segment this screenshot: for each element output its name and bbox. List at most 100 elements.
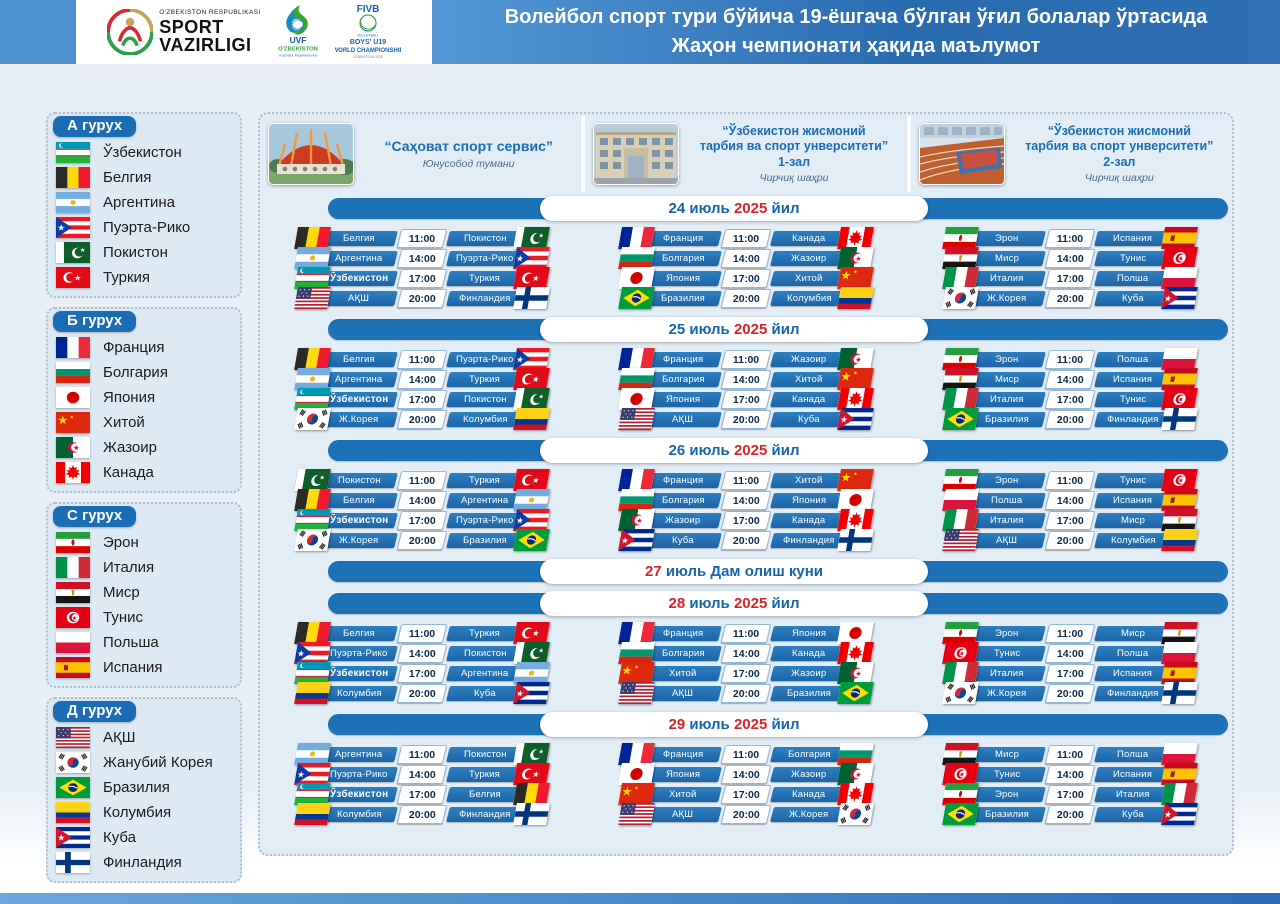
home-team-name: Ж.Корея <box>987 687 1027 699</box>
away-team-flag <box>837 287 874 309</box>
away-team-name: Канада <box>792 393 826 405</box>
team-name: Ўзбекистон <box>103 144 182 161</box>
home-team-flag <box>294 662 331 684</box>
home-team-name: Жазоир <box>665 514 701 526</box>
home-team-flag <box>942 622 979 644</box>
away-team-flag: ★ ★ <box>837 267 874 289</box>
home-team-name: Белгия <box>343 232 375 244</box>
match-time-text: 20:00 <box>1056 413 1084 425</box>
home-team-bar: Эрон <box>968 625 1046 641</box>
away-team-name: Канада <box>792 232 826 244</box>
away-team-flag <box>837 682 874 704</box>
venue-title: “Ўзбекистон жисмоний <box>1047 123 1191 138</box>
home-team-name: Бразилия <box>985 808 1029 820</box>
match-time: 20:00 <box>396 683 448 703</box>
match-row: Эрон 11:00 Испания <box>942 227 1198 249</box>
group-team-row: Финландия <box>56 850 232 875</box>
team-name: Канада <box>103 464 154 481</box>
match-row: Ўзбекистон 17:00 Аргентина <box>294 662 550 684</box>
match-time-text: 11:00 <box>1056 627 1084 639</box>
away-team-bar: Туркия <box>446 371 524 387</box>
match-time-text: 14:00 <box>1056 252 1084 264</box>
away-team-name: Тунис <box>1119 393 1147 405</box>
match-time: 20:00 <box>720 409 772 429</box>
match-time-text: 11:00 <box>1056 232 1084 244</box>
home-team-bar: Миср <box>968 371 1046 387</box>
match-row: Белгия 11:00 Покистон ★ <box>294 227 550 249</box>
home-team-flag: ★ <box>618 529 655 551</box>
dz-flag: ★ <box>56 437 90 458</box>
away-team-name: Испания <box>1113 232 1153 244</box>
group-team-row: ★ ★ Хитой <box>56 410 232 435</box>
match-time: 14:00 <box>1044 248 1096 268</box>
date-banner: 25 июль 2025 йил <box>260 317 1232 342</box>
home-team-flag <box>294 529 331 551</box>
away-team-name: Покистон <box>463 748 507 760</box>
away-team-bar: Италия <box>1094 786 1172 802</box>
away-team-flag <box>837 783 874 805</box>
away-team-name: Туркия <box>469 627 501 639</box>
away-team-bar: Финландия <box>1094 411 1172 427</box>
home-team-name: Ж.Корея <box>339 534 379 546</box>
match-time-text: 20:00 <box>1056 292 1084 304</box>
away-team-bar: Канада <box>770 391 848 407</box>
match-time: 14:00 <box>1044 490 1096 510</box>
match-time-text: 11:00 <box>732 232 760 244</box>
home-team-name: Миср <box>994 373 1020 385</box>
home-team-bar: Франция <box>644 230 722 246</box>
away-team-name: Финландия <box>1107 687 1159 699</box>
match-row: Япония 14:00 Жазоир ★ <box>618 763 874 785</box>
match-time-text: 17:00 <box>1056 514 1084 526</box>
group-team-row: ★ Жазоир <box>56 435 232 460</box>
venue-subtitle: Юнусобод тумани <box>422 157 515 170</box>
home-team-flag <box>942 227 979 249</box>
home-team-bar: Ж.Корея <box>320 411 398 427</box>
away-team-name: Жазоир <box>791 667 827 679</box>
home-team-name: Франция <box>662 474 704 486</box>
match-time: 17:00 <box>1044 663 1096 683</box>
venue-match-column: Франция 11:00 Жазоир ★ Болгария 14:00 Хитой ★ ★ Я… <box>618 348 874 430</box>
svg-text:★: ★ <box>855 770 863 779</box>
group-team-row: Белгия <box>56 165 232 190</box>
away-team-name: Жазоир <box>791 353 827 365</box>
away-team-flag: ★ ★ <box>837 368 874 390</box>
home-team-name: Франция <box>662 627 704 639</box>
svg-text:FIVB: FIVB <box>356 4 379 15</box>
away-team-flag <box>1161 763 1198 785</box>
date-banner: 29 июль 2025 йил <box>260 712 1232 737</box>
svg-text:★: ★ <box>620 535 630 545</box>
home-team-flag <box>618 469 655 491</box>
home-team-bar: Миср <box>968 746 1046 762</box>
away-team-name: Туркия <box>469 768 501 780</box>
team-name: Хитой <box>103 414 145 431</box>
matches-row: Аргентина 11:00 Покистон ★ ★ Пуэрта-Рико 14:00… <box>260 743 1232 825</box>
eg-flag <box>56 582 90 603</box>
away-team-flag <box>837 227 874 249</box>
home-team-flag <box>618 743 655 765</box>
match-time-text: 14:00 <box>732 647 760 659</box>
away-team-flag: ★ <box>513 509 550 531</box>
home-team-flag <box>942 803 979 825</box>
away-team-bar: Тунис <box>1094 391 1172 407</box>
home-team-name: Эрон <box>995 788 1019 800</box>
away-team-bar: Ж.Корея <box>770 806 848 822</box>
away-team-bar: Испания <box>1094 665 1172 681</box>
away-team-flag <box>837 509 874 531</box>
match-time: 11:00 <box>1044 623 1096 643</box>
away-team-name: Тунис <box>1119 252 1147 264</box>
home-team-flag <box>618 287 655 309</box>
home-team-bar: Аргентина <box>320 250 398 266</box>
match-row: Миср 14:00 Испания <box>942 368 1198 390</box>
home-team-name: Колумбия <box>336 687 382 699</box>
home-team-flag: ★ <box>942 763 979 785</box>
home-team-bar: Эрон <box>968 230 1046 246</box>
date-label-part: 25 июль <box>668 321 734 338</box>
away-team-flag: ★ <box>837 247 874 269</box>
bottom-bar <box>0 893 1280 904</box>
team-name: Куба <box>103 829 136 846</box>
svg-text:★: ★ <box>531 475 540 485</box>
home-team-name: Пуэрта-Рико <box>330 647 388 659</box>
away-team-name: Хитой <box>795 474 823 486</box>
svg-text:★: ★ <box>515 688 525 698</box>
